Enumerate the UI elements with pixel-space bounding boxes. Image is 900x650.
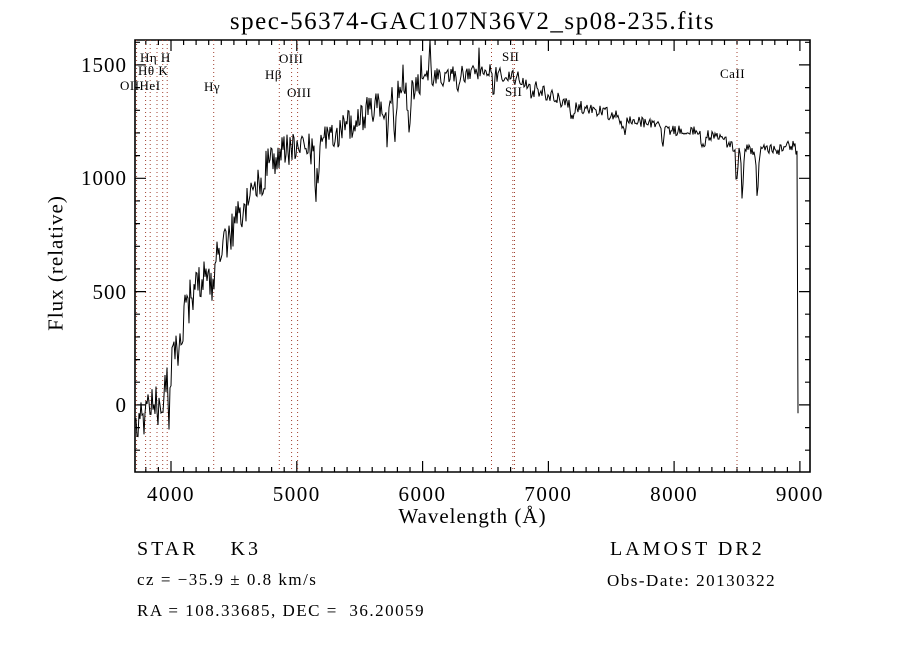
- x-tick-label: 5000: [272, 482, 321, 506]
- x-tick-label: 7000: [524, 482, 573, 506]
- axes-frame: [134, 39, 811, 473]
- spectral-line-label: Hη H: [140, 50, 171, 65]
- spectral-line-label: Hβ: [265, 67, 283, 82]
- x-tick-label: 9000: [775, 482, 824, 506]
- y-tick-label: 500: [92, 279, 127, 304]
- spectral-line-label: OIII: [287, 85, 312, 100]
- cz-velocity-text: cz = −35.9 ± 0.8 km/s: [137, 570, 318, 589]
- spectral-line-label: Hθ K: [138, 63, 169, 78]
- y-axis-label: Flux (relative): [43, 195, 68, 331]
- x-axis-label: Wavelength (Å): [398, 504, 547, 528]
- spectral-line-label: SII: [505, 84, 523, 99]
- x-tick-label: 8000: [650, 482, 699, 506]
- axis-ticks: [135, 40, 810, 472]
- spectral-line-label: OIII: [279, 51, 304, 66]
- survey-name-text: LAMOST DR2: [610, 538, 765, 560]
- spectral-line-label: OIIHeI: [120, 78, 161, 93]
- object-class-text: STAR K3: [137, 538, 261, 560]
- y-tick-label: 1000: [81, 166, 127, 191]
- spectral-line-label: SII: [502, 49, 520, 64]
- spectral-line-label: Hγ: [204, 79, 221, 94]
- plot-title: spec-56374-GAC107N36V2_sp08-235.fits: [229, 8, 716, 35]
- y-tick-label: 0: [115, 392, 127, 417]
- x-tick-label: 6000: [398, 482, 447, 506]
- y-tick-label: 1500: [81, 52, 127, 77]
- spectral-line-label: CaII: [720, 66, 746, 81]
- spectrum-trace: [134, 39, 799, 438]
- x-tick-label: 4000: [146, 482, 195, 506]
- obs-date-text: Obs-Date: 20130322: [607, 571, 777, 590]
- spectral-line-markers: [136, 40, 738, 472]
- ra-dec-text: RA = 108.33685, DEC = 36.20059: [137, 601, 426, 620]
